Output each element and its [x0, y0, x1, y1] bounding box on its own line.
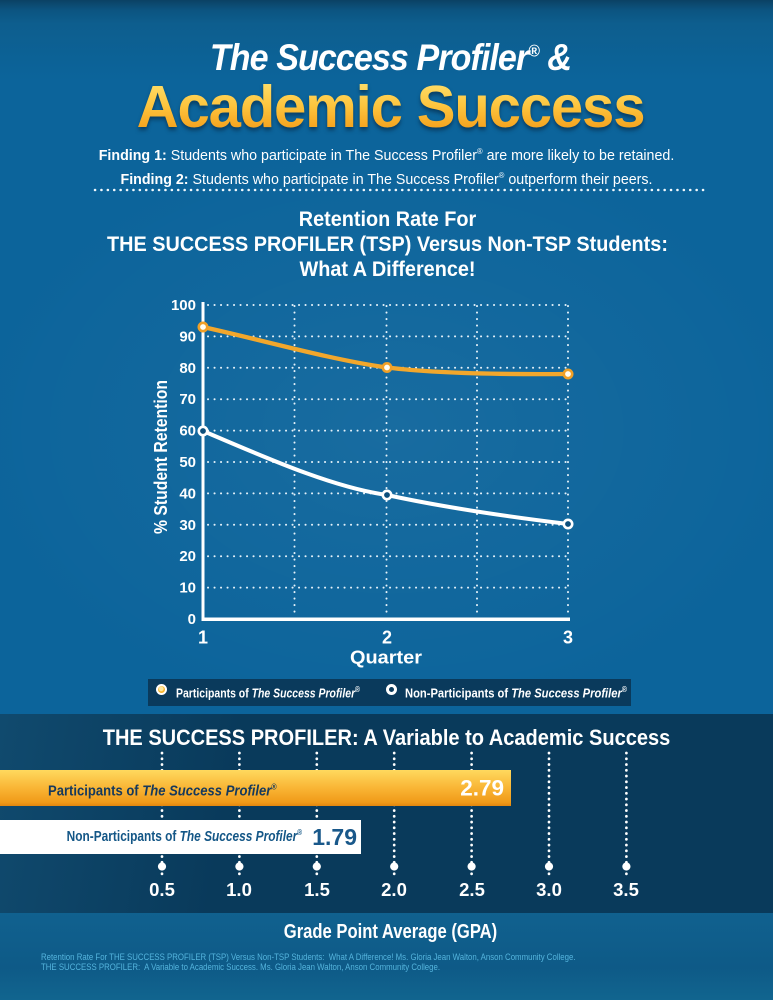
svg-text:1: 1 — [198, 628, 208, 648]
svg-text:2: 2 — [382, 628, 392, 648]
svg-text:80: 80 — [179, 360, 196, 377]
svg-text:90: 90 — [179, 328, 196, 345]
svg-text:Quarter: Quarter — [350, 648, 422, 668]
svg-text:3: 3 — [563, 628, 573, 648]
svg-text:40: 40 — [179, 485, 196, 502]
svg-text:50: 50 — [179, 454, 196, 471]
svg-text:% Student Retention: % Student Retention — [151, 380, 171, 534]
svg-text:20: 20 — [179, 548, 196, 565]
svg-text:10: 10 — [179, 580, 196, 597]
svg-text:70: 70 — [179, 391, 196, 408]
svg-text:0: 0 — [188, 611, 196, 628]
svg-text:30: 30 — [179, 517, 196, 534]
svg-text:60: 60 — [179, 423, 196, 440]
svg-text:100: 100 — [171, 297, 196, 314]
